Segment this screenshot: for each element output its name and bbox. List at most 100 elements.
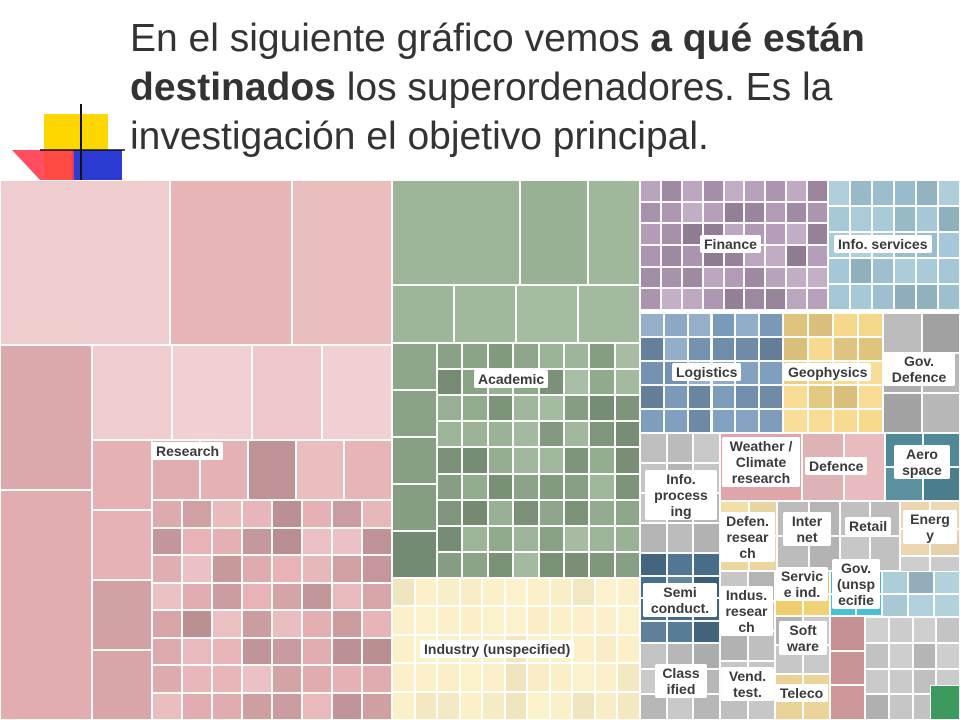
academic-tile <box>513 551 539 578</box>
info-services-tile <box>850 180 872 206</box>
industry-tile <box>617 634 640 664</box>
research-tile <box>302 692 332 720</box>
logistics-tile <box>735 385 760 409</box>
finance-tile <box>660 223 682 245</box>
research-tile <box>252 345 322 440</box>
finance-tile <box>786 201 808 224</box>
research-tile <box>302 582 332 610</box>
logistics-tile <box>640 337 664 361</box>
info-services-tile <box>894 258 916 284</box>
finance-tile <box>786 266 808 289</box>
finance-tile <box>723 266 745 289</box>
gov-defence-tile <box>921 313 960 353</box>
info-services-tile <box>938 206 960 232</box>
logistics-tile <box>640 361 664 385</box>
misc-tile <box>888 642 913 669</box>
misc-tile <box>888 694 913 720</box>
semiconductor-label: Semi conduct. <box>643 583 717 617</box>
logistics-tile <box>687 313 712 337</box>
academic-tile <box>513 395 539 422</box>
logistics-tile <box>640 409 664 433</box>
industry-tile <box>594 634 618 664</box>
industry-tile <box>617 691 640 720</box>
research-tile <box>362 555 392 583</box>
academic-tile <box>392 343 437 390</box>
academic-tile <box>487 525 514 552</box>
industry-tile <box>594 606 618 635</box>
academic-tile <box>462 473 488 500</box>
geophysics-tile <box>808 337 833 361</box>
misc-tile <box>830 650 865 686</box>
academic-tile <box>614 343 640 370</box>
academic-tile <box>437 473 463 500</box>
industry-tile <box>549 691 573 720</box>
misc-tile <box>865 642 889 669</box>
academic-tile <box>462 499 488 526</box>
research-tile <box>172 345 252 440</box>
research-tile <box>242 637 272 665</box>
info-processing-label: Info. process ing <box>645 470 717 520</box>
geophysics-tile <box>858 313 883 337</box>
research-tile <box>242 527 272 555</box>
semiconductor-tile <box>666 553 694 576</box>
info-processing-tile <box>666 433 694 463</box>
academic-tile <box>487 447 514 474</box>
finance-tile <box>660 288 682 310</box>
info-services-tile <box>938 258 960 284</box>
info-processing-tile <box>640 433 667 463</box>
finance-tile <box>640 245 661 267</box>
academic-tile <box>487 395 514 422</box>
academic-tile <box>538 421 564 448</box>
research-tile <box>272 665 302 693</box>
slide-decoration <box>12 104 125 180</box>
academic-tile <box>392 437 437 484</box>
research-tile <box>362 637 392 665</box>
academic-tile <box>563 525 590 552</box>
headline-bold-text: a qué están destinados <box>130 17 865 109</box>
finance-tile <box>807 180 828 202</box>
finance-tile <box>640 201 661 224</box>
academic-tile <box>589 369 615 396</box>
academic-tile <box>614 499 640 526</box>
academic-tile <box>392 531 437 578</box>
info-services-label: Info. services <box>834 235 932 253</box>
supercomputer-usage-treemap: Research Academic Industry (unspecified) Fi… <box>0 180 960 720</box>
academic-tile <box>538 395 564 422</box>
academic-tile <box>538 343 564 370</box>
research-tile <box>292 180 392 345</box>
research-tile <box>272 555 302 583</box>
geophysics-tile <box>833 385 858 409</box>
academic-tile <box>563 473 590 500</box>
finance-tile <box>660 180 682 202</box>
research-tile <box>152 637 182 665</box>
industry-label: Industry (unspecified) <box>420 640 575 658</box>
logistics-tile <box>759 337 783 361</box>
research-tile <box>362 582 392 610</box>
research-tile <box>182 637 212 665</box>
research-tile <box>0 490 92 720</box>
industry-tile <box>437 606 460 635</box>
research-tile <box>242 692 272 720</box>
academic-tile <box>614 369 640 396</box>
academic-tile <box>589 473 615 500</box>
research-tile <box>242 610 272 638</box>
research-tile <box>212 527 242 555</box>
research-tile <box>212 555 242 583</box>
academic-tile <box>614 473 640 500</box>
finance-tile <box>640 180 661 202</box>
logistics-tile <box>687 409 712 433</box>
academic-tile <box>513 447 539 474</box>
research-tile <box>182 500 212 528</box>
misc-tile <box>865 668 889 695</box>
finance-tile <box>681 245 703 267</box>
logistics-tile <box>663 337 688 361</box>
geophysics-tile <box>783 409 808 433</box>
finance-label: Finance <box>700 235 761 253</box>
semiconductor-tile <box>666 620 694 643</box>
academic-tile <box>614 395 640 422</box>
academic-tile <box>437 421 463 448</box>
academic-tile <box>563 343 590 370</box>
industry-tile <box>527 663 550 692</box>
academic-tile <box>513 421 539 448</box>
logistics-tile <box>687 337 712 361</box>
